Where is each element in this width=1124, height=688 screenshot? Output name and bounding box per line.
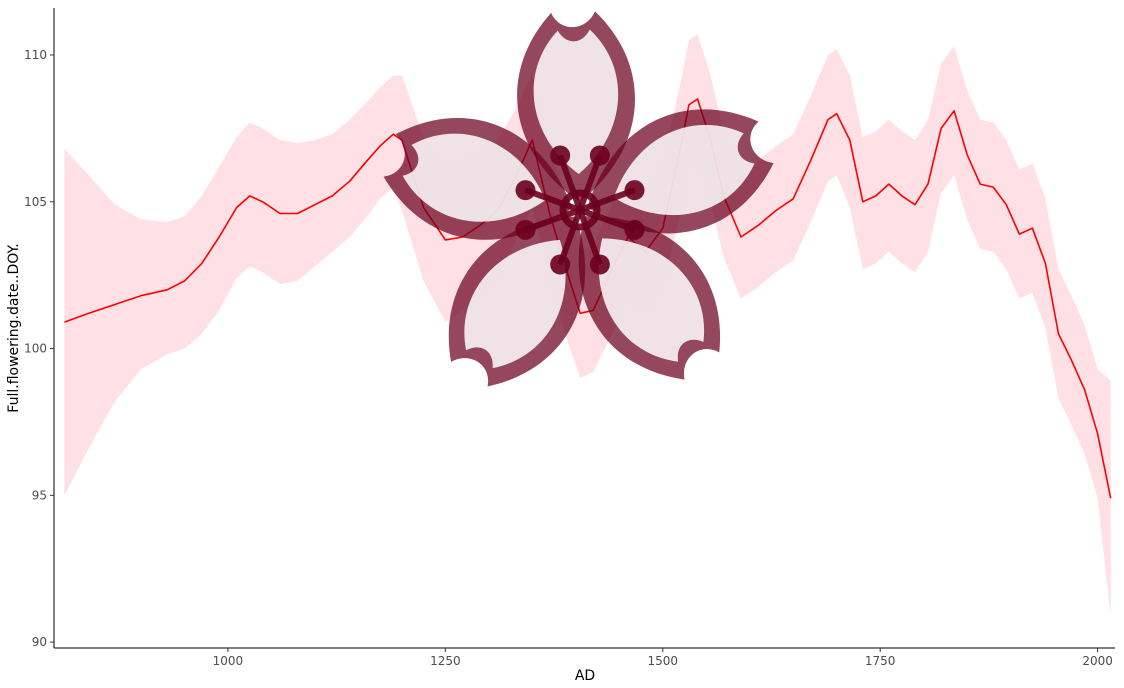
confidence-ribbon-0 — [64, 34, 1111, 616]
emblem-anther-7 — [550, 254, 571, 275]
emblem-anther-3 — [624, 219, 645, 240]
x-tick-label: 1750 — [865, 654, 896, 668]
emblem-center — [515, 145, 645, 275]
emblem-anther-6 — [589, 254, 610, 275]
x-tick-label: 1250 — [430, 654, 461, 668]
emblem-anther-4 — [515, 219, 536, 240]
confidence-ribbon-layer — [64, 34, 1111, 616]
emblem-anther-5 — [515, 180, 536, 201]
y-tick-label: 105 — [24, 195, 47, 209]
emblem-petal-2 — [578, 216, 721, 380]
emblem-petals — [383, 11, 774, 387]
x-tick-label: 1500 — [647, 654, 678, 668]
emblem-core-ring — [559, 189, 601, 231]
y-axis-title: Full.flowering.date..DOY. — [6, 243, 22, 412]
y-tick-label: 100 — [24, 342, 47, 356]
y-tick-label: 90 — [32, 635, 47, 649]
emblem-petal-inner — [533, 29, 619, 175]
x-axis-ticks: 1000 1250 1500 1750 2000 — [213, 648, 1113, 668]
emblem-petal-3 — [448, 216, 586, 387]
emblem-anther-1 — [550, 145, 571, 166]
emblem-anther-0 — [589, 145, 610, 166]
emblem-petal-inner — [464, 239, 566, 369]
x-tick-label: 1000 — [213, 654, 244, 668]
emblem-petal-inner — [402, 133, 546, 222]
y-tick-label: 95 — [32, 488, 47, 502]
emblem-petal-inner — [613, 124, 755, 216]
emblem-anther-2 — [624, 180, 645, 201]
x-axis-title: AD — [575, 668, 595, 684]
x-tick-label: 2000 — [1082, 654, 1113, 668]
y-tick-label: 110 — [24, 48, 47, 62]
emblem-petal-1 — [587, 109, 774, 234]
emblem-petal-4 — [383, 118, 573, 240]
y-axis-ticks: 90 95 100 105 110 — [24, 48, 54, 649]
emblem-petal-inner — [598, 238, 705, 362]
sakura-flower-emblem — [383, 11, 774, 387]
